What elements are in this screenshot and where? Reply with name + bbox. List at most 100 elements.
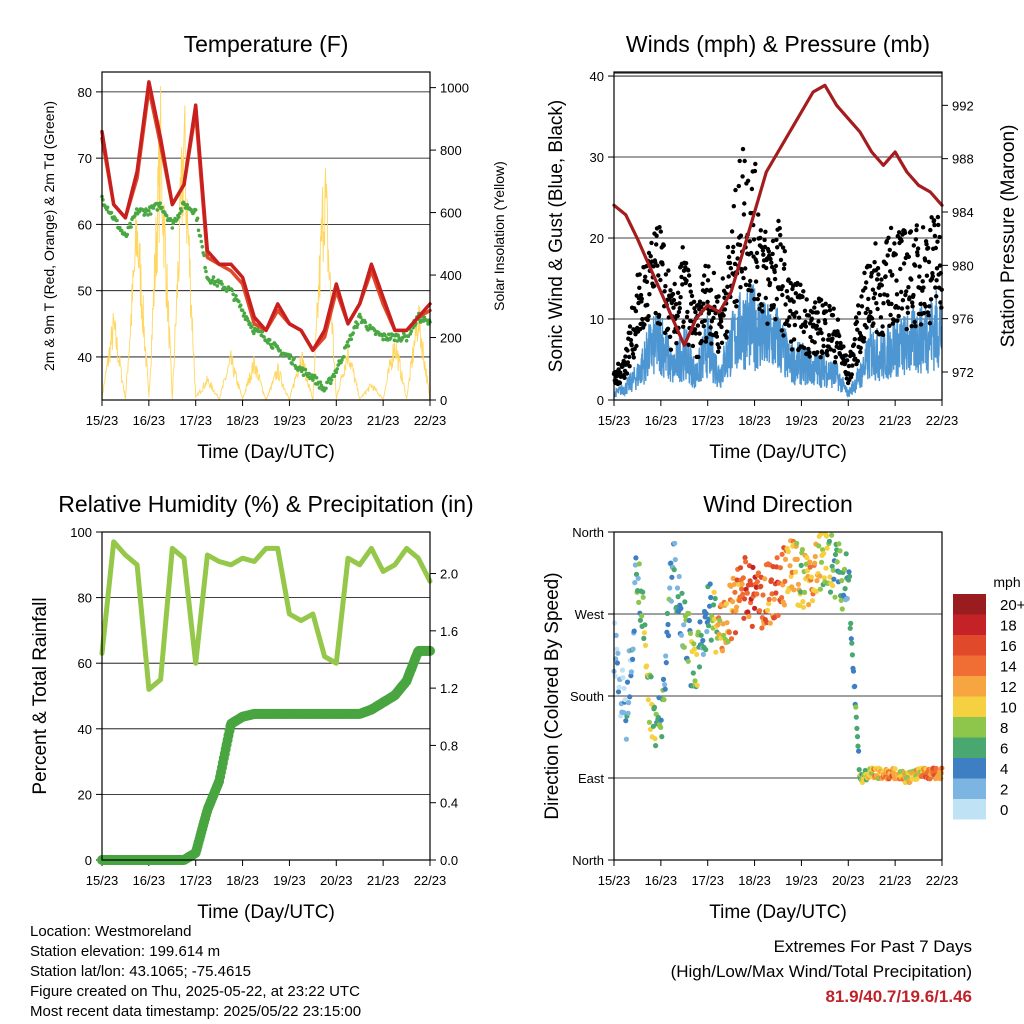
gust-point <box>743 282 749 287</box>
speed-legend-swatch <box>953 758 986 779</box>
gust-point <box>719 340 725 345</box>
gust-point <box>639 296 644 301</box>
speed-legend-swatch <box>953 594 986 615</box>
gust-point <box>930 274 935 279</box>
direction-point <box>832 551 839 558</box>
dewpoint-point <box>292 356 296 361</box>
direction-point <box>849 652 856 658</box>
direction-point <box>730 599 736 605</box>
direction-point <box>710 602 717 608</box>
direction-point <box>824 545 830 551</box>
gust-point <box>865 306 870 312</box>
direction-point <box>734 577 740 583</box>
gust-point <box>671 305 676 310</box>
gust-point <box>733 187 738 193</box>
wind_direction-plot-frame <box>613 531 943 861</box>
direction-point <box>660 676 667 683</box>
speed-legend-swatch <box>953 635 986 656</box>
gust-point <box>781 333 786 338</box>
direction-point <box>661 697 667 703</box>
dewpoint-point <box>204 269 208 274</box>
humidity_precip-plot-frame <box>101 531 431 861</box>
humidity_precip-ytick-right-label: 2.0 <box>440 567 458 582</box>
gust-point <box>780 284 785 289</box>
gust-point <box>827 308 833 313</box>
winds-title: Winds (mph) & Pressure (mb) <box>626 31 930 57</box>
dewpoint-point <box>151 206 156 210</box>
gust-point <box>697 331 702 336</box>
dewpoint-point <box>266 341 270 345</box>
gust-point <box>760 248 766 253</box>
gust-point <box>720 276 725 281</box>
winds-xlabel: Time (Day/UTC) <box>709 442 847 463</box>
gust-point <box>910 300 915 305</box>
gust-point <box>700 281 705 286</box>
gust-point <box>843 353 849 358</box>
direction-point <box>665 633 672 639</box>
gust-point <box>866 296 871 302</box>
direction-point <box>795 581 802 587</box>
gust-point <box>725 244 731 250</box>
gust-point <box>761 252 766 257</box>
gust-point <box>618 370 623 375</box>
gust-point <box>634 343 639 349</box>
gust-point <box>890 272 895 277</box>
direction-point <box>914 776 920 782</box>
direction-point <box>807 559 813 565</box>
direction-point <box>658 717 664 723</box>
temperature-xtick-label: 22/23 <box>414 413 447 428</box>
gust-point <box>766 249 771 254</box>
gust-point <box>933 245 938 251</box>
direction-point <box>681 644 687 650</box>
gust-point <box>911 243 916 248</box>
gust-point <box>651 283 657 289</box>
direction-point <box>686 617 692 624</box>
gust-point <box>680 245 685 250</box>
gust-point <box>850 363 855 368</box>
direction-point <box>678 632 685 638</box>
direction-ytick-label: South <box>570 689 604 704</box>
gust-point <box>918 322 924 327</box>
dewpoint-point <box>395 339 400 343</box>
gust-point <box>671 297 677 303</box>
temperature-xtick-label: 21/23 <box>367 413 400 428</box>
gust-point <box>791 337 797 342</box>
gust-point <box>739 269 744 274</box>
dewpoint-point <box>146 213 150 217</box>
gust-point <box>906 254 911 259</box>
direction-point <box>719 648 726 654</box>
gust-point <box>716 349 721 354</box>
direction-point <box>641 630 648 636</box>
figure-created: Figure created on Thu, 2025-05-22, at 23… <box>30 983 360 1000</box>
temperature-xtick-label: 19/23 <box>273 413 306 428</box>
speed-legend-swatch <box>953 655 986 676</box>
direction-point <box>668 598 675 604</box>
gust-point <box>935 214 941 220</box>
gust-point <box>758 228 763 233</box>
direction-point <box>737 565 744 571</box>
gust-point <box>718 319 724 324</box>
direction-point <box>717 617 723 624</box>
extremes-subheading: (High/Low/Max Wind/Total Precipitation) <box>670 962 972 981</box>
winds-ytick-label: 10 <box>590 312 604 327</box>
gust-point <box>792 314 797 319</box>
winds-ytick-label: 0 <box>597 393 604 408</box>
gust-point <box>756 292 762 297</box>
direction-point <box>692 678 698 684</box>
wind_direction-title: Wind Direction <box>703 491 853 517</box>
gust-point <box>903 292 908 298</box>
dewpoint-point <box>158 201 162 205</box>
dewpoint-point <box>195 216 200 221</box>
gust-point <box>681 324 686 329</box>
gust-point <box>858 349 863 355</box>
direction-point <box>630 646 636 652</box>
gust-point <box>658 277 663 283</box>
direction-point <box>741 596 748 602</box>
gust-point <box>902 230 908 236</box>
humidity_precip-ytick-label: 100 <box>70 525 92 540</box>
direction-point <box>766 601 772 607</box>
dewpoint-point <box>170 226 175 230</box>
direction-point <box>827 589 834 595</box>
gust-point <box>768 256 773 262</box>
dewpoint-point <box>177 215 181 219</box>
